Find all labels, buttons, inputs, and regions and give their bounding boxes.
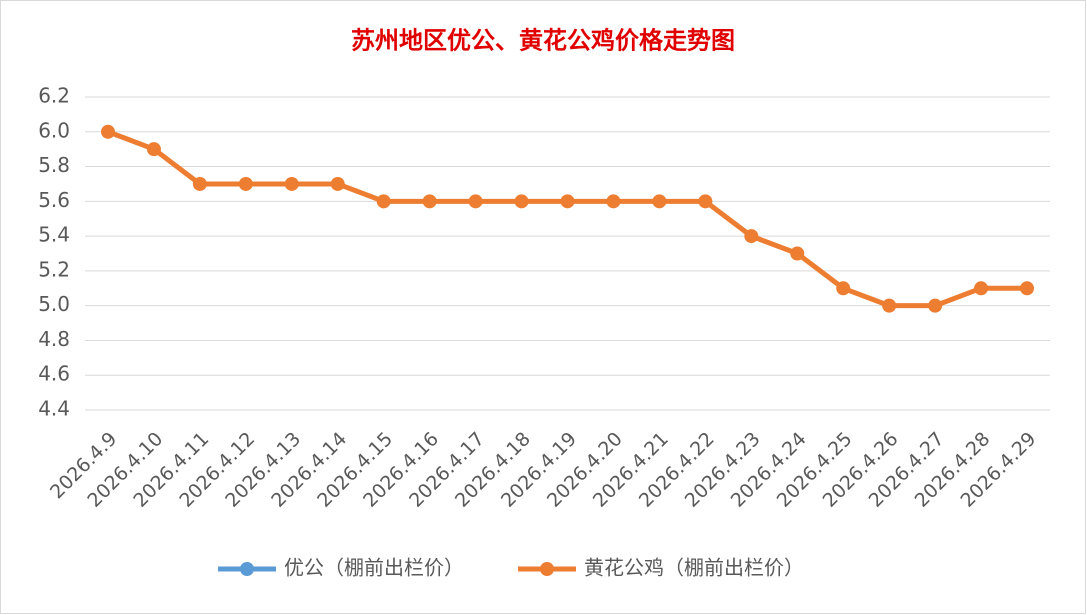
data-point	[790, 246, 805, 261]
data-point	[330, 176, 345, 191]
y-tick-label: 4.4	[38, 397, 70, 421]
data-point	[376, 194, 391, 209]
data-point	[698, 194, 713, 209]
legend-marker	[240, 562, 254, 576]
data-point	[514, 194, 529, 209]
data-point	[928, 298, 943, 313]
y-tick-label: 5.2	[38, 257, 70, 281]
data-point	[146, 142, 161, 157]
y-tick-label: 4.6	[38, 362, 70, 386]
y-tick-label: 4.8	[38, 327, 70, 351]
data-point	[192, 176, 207, 191]
y-tick-label: 6.0	[38, 118, 70, 142]
data-point	[882, 298, 897, 313]
y-tick-label: 6.2	[38, 84, 70, 108]
y-tick-label: 5.0	[38, 292, 70, 316]
data-point	[422, 194, 437, 209]
data-point	[238, 176, 253, 191]
data-point	[560, 194, 575, 209]
chart-title: 苏州地区优公、黄花公鸡价格走势图	[351, 26, 735, 55]
data-point	[284, 176, 299, 191]
y-tick-label: 5.6	[38, 188, 70, 212]
legend-marker	[540, 562, 554, 576]
legend-label: 黄花公鸡（棚前出栏价）	[584, 556, 804, 580]
y-tick-label: 5.4	[38, 223, 70, 247]
data-point	[606, 194, 621, 209]
data-point	[100, 124, 115, 139]
y-tick-label: 5.8	[38, 153, 70, 177]
data-point	[1020, 281, 1035, 296]
data-point	[974, 281, 989, 296]
data-point	[836, 281, 851, 296]
data-point	[744, 229, 759, 244]
data-point	[652, 194, 667, 209]
data-point	[468, 194, 483, 209]
legend-label: 优公（棚前出栏价）	[284, 556, 464, 580]
